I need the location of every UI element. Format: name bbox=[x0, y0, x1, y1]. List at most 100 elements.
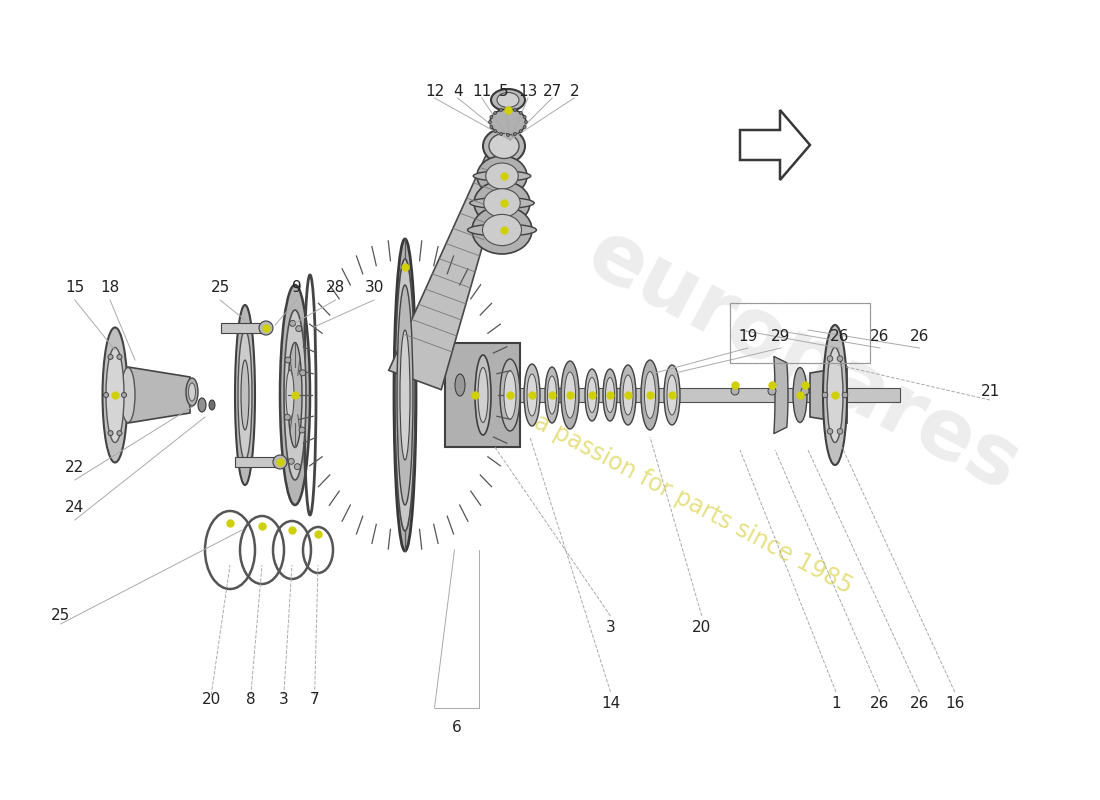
Ellipse shape bbox=[209, 400, 214, 410]
Ellipse shape bbox=[605, 378, 615, 413]
Polygon shape bbox=[128, 367, 190, 423]
Circle shape bbox=[732, 387, 739, 395]
Text: 13: 13 bbox=[518, 85, 538, 99]
Ellipse shape bbox=[497, 93, 519, 107]
Text: 6: 6 bbox=[452, 721, 461, 735]
Circle shape bbox=[837, 356, 843, 362]
Circle shape bbox=[519, 111, 522, 114]
Ellipse shape bbox=[548, 376, 557, 414]
Ellipse shape bbox=[470, 198, 535, 209]
Ellipse shape bbox=[490, 109, 526, 135]
Circle shape bbox=[499, 109, 503, 111]
Ellipse shape bbox=[641, 360, 659, 430]
Text: 3: 3 bbox=[606, 621, 615, 635]
Circle shape bbox=[258, 321, 273, 335]
Text: 26: 26 bbox=[910, 697, 930, 711]
Ellipse shape bbox=[484, 189, 520, 218]
Text: 25: 25 bbox=[51, 609, 70, 623]
Circle shape bbox=[490, 126, 493, 129]
Circle shape bbox=[296, 326, 301, 332]
Circle shape bbox=[285, 357, 290, 363]
Text: 22: 22 bbox=[65, 461, 85, 475]
Circle shape bbox=[289, 320, 296, 326]
Ellipse shape bbox=[504, 371, 516, 419]
Ellipse shape bbox=[561, 361, 579, 429]
Circle shape bbox=[103, 393, 109, 398]
Ellipse shape bbox=[394, 239, 416, 551]
Text: 7: 7 bbox=[310, 693, 319, 707]
Circle shape bbox=[299, 427, 305, 433]
Text: 4: 4 bbox=[453, 85, 462, 99]
Circle shape bbox=[499, 133, 503, 135]
Ellipse shape bbox=[524, 364, 540, 426]
Ellipse shape bbox=[238, 330, 252, 460]
Ellipse shape bbox=[623, 375, 632, 415]
Text: 26: 26 bbox=[870, 697, 890, 711]
Text: 5: 5 bbox=[499, 85, 508, 99]
Ellipse shape bbox=[241, 360, 249, 430]
Circle shape bbox=[827, 429, 833, 434]
Ellipse shape bbox=[198, 398, 206, 412]
Text: 26: 26 bbox=[870, 329, 890, 343]
Circle shape bbox=[117, 430, 122, 436]
Ellipse shape bbox=[468, 224, 537, 236]
Polygon shape bbox=[810, 367, 847, 423]
Circle shape bbox=[285, 414, 290, 420]
Circle shape bbox=[524, 115, 526, 118]
Ellipse shape bbox=[186, 378, 198, 406]
Ellipse shape bbox=[483, 214, 521, 246]
Circle shape bbox=[488, 121, 492, 123]
Text: 27: 27 bbox=[542, 85, 562, 99]
Circle shape bbox=[768, 387, 776, 395]
Ellipse shape bbox=[102, 327, 128, 462]
Text: 20: 20 bbox=[201, 693, 221, 707]
Circle shape bbox=[494, 130, 497, 133]
Ellipse shape bbox=[486, 163, 518, 189]
Text: 1: 1 bbox=[832, 697, 840, 711]
Text: 9: 9 bbox=[293, 281, 301, 295]
Ellipse shape bbox=[544, 367, 559, 423]
Text: 14: 14 bbox=[601, 697, 620, 711]
Ellipse shape bbox=[620, 365, 636, 425]
Text: 2: 2 bbox=[570, 85, 579, 99]
Bar bbox=[446, 343, 520, 447]
Circle shape bbox=[519, 130, 522, 133]
Circle shape bbox=[273, 455, 287, 469]
Text: europares: europares bbox=[573, 212, 1033, 508]
Circle shape bbox=[108, 354, 113, 359]
Circle shape bbox=[827, 356, 833, 362]
Text: 26: 26 bbox=[829, 329, 849, 343]
Ellipse shape bbox=[478, 367, 488, 422]
Text: 18: 18 bbox=[100, 281, 120, 295]
Circle shape bbox=[121, 393, 126, 398]
Bar bbox=[221, 323, 266, 333]
Circle shape bbox=[514, 133, 516, 135]
Circle shape bbox=[837, 429, 843, 434]
Ellipse shape bbox=[823, 325, 847, 465]
Ellipse shape bbox=[527, 374, 537, 416]
Ellipse shape bbox=[793, 367, 807, 422]
Bar bbox=[235, 457, 280, 467]
Text: 30: 30 bbox=[364, 281, 384, 295]
Text: 20: 20 bbox=[692, 621, 712, 635]
Ellipse shape bbox=[603, 369, 617, 421]
Ellipse shape bbox=[491, 89, 525, 111]
Circle shape bbox=[117, 354, 122, 359]
Ellipse shape bbox=[564, 372, 575, 418]
Ellipse shape bbox=[472, 206, 532, 254]
Ellipse shape bbox=[477, 156, 527, 196]
Circle shape bbox=[822, 392, 828, 398]
Circle shape bbox=[843, 392, 848, 398]
Ellipse shape bbox=[645, 371, 656, 418]
Ellipse shape bbox=[455, 374, 465, 396]
Ellipse shape bbox=[288, 342, 302, 447]
Ellipse shape bbox=[585, 369, 600, 421]
Bar bbox=[470, 388, 900, 402]
Ellipse shape bbox=[483, 129, 525, 163]
Text: 16: 16 bbox=[945, 697, 965, 711]
Text: 19: 19 bbox=[738, 329, 758, 343]
Circle shape bbox=[506, 107, 509, 110]
Ellipse shape bbox=[490, 134, 519, 158]
Ellipse shape bbox=[473, 171, 530, 181]
Circle shape bbox=[801, 387, 808, 395]
